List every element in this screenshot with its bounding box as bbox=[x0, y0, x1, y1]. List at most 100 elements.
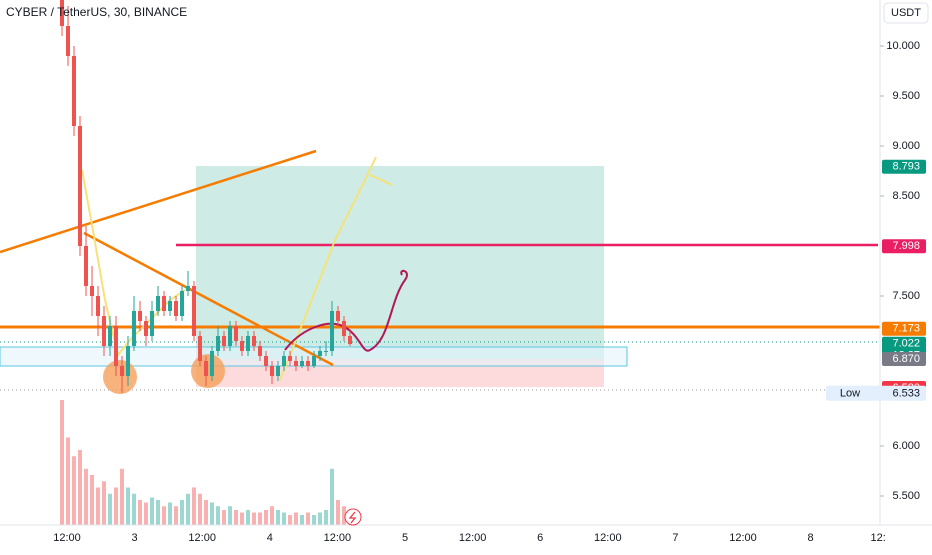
candle-body bbox=[114, 326, 118, 366]
volume-bar bbox=[234, 510, 238, 525]
candle-body bbox=[240, 341, 244, 351]
time-label: 5 bbox=[402, 532, 408, 544]
candle-body bbox=[288, 356, 292, 361]
time-label: 8 bbox=[808, 532, 814, 544]
volume-bar bbox=[270, 506, 274, 525]
time-label: 12:00 bbox=[53, 532, 81, 544]
volume-bar bbox=[156, 500, 160, 525]
volume-bar bbox=[150, 497, 154, 525]
chart-title: CYBER / TetherUS, 30, BINANCE bbox=[6, 5, 187, 19]
time-label: 12:00 bbox=[459, 532, 487, 544]
y-tick-label: 7.500 bbox=[892, 290, 920, 302]
candle-body bbox=[174, 301, 178, 316]
volume-bar bbox=[84, 468, 88, 525]
candle-body bbox=[138, 311, 142, 321]
candle-body bbox=[120, 366, 124, 376]
candle-body bbox=[144, 321, 148, 336]
y-tick-label: 10.000 bbox=[886, 40, 920, 52]
candle-body bbox=[318, 351, 322, 356]
price-tag bbox=[882, 159, 926, 174]
price-tag-label: 7.173 bbox=[892, 323, 920, 335]
volume-bar bbox=[306, 512, 310, 525]
profit-zone bbox=[196, 166, 604, 359]
volume-bar bbox=[204, 500, 208, 525]
candle-body bbox=[258, 346, 262, 356]
volume-bar bbox=[72, 456, 76, 525]
volume-bar bbox=[96, 487, 100, 525]
volume-bar bbox=[60, 400, 64, 525]
sketch bbox=[279, 156, 393, 381]
volume-bar bbox=[186, 493, 190, 525]
volume-bar bbox=[294, 512, 298, 525]
price-tag-label: 8.793 bbox=[892, 161, 920, 173]
volume-bar bbox=[90, 475, 94, 525]
volume-bar bbox=[228, 506, 232, 525]
time-label: 12: bbox=[871, 532, 886, 544]
candle-body bbox=[300, 361, 304, 366]
candle-body bbox=[228, 326, 232, 346]
time-label: 12:00 bbox=[729, 532, 757, 544]
time-label: 3 bbox=[132, 532, 138, 544]
volume-bar bbox=[66, 437, 70, 525]
y-tick-label: 9.000 bbox=[892, 140, 920, 152]
candle-body bbox=[162, 296, 166, 311]
volume-bar bbox=[300, 515, 304, 525]
candle-body bbox=[156, 296, 160, 311]
volume-bar bbox=[252, 512, 256, 525]
currency-label[interactable]: USDT bbox=[891, 7, 921, 19]
volume-bar bbox=[168, 502, 172, 525]
volume-bar bbox=[126, 487, 130, 525]
volume-bar bbox=[114, 487, 118, 525]
candle-body bbox=[348, 336, 352, 344]
low-name: Low bbox=[840, 388, 860, 400]
volume-bar bbox=[282, 512, 286, 525]
volume-bar bbox=[264, 510, 268, 525]
candle-body bbox=[72, 56, 76, 126]
volume-bar bbox=[78, 450, 82, 525]
volume-bar bbox=[138, 500, 142, 525]
price-tag bbox=[882, 239, 926, 254]
volume-bar bbox=[210, 502, 214, 525]
volume-bar bbox=[162, 506, 166, 525]
sketch bbox=[284, 269, 408, 352]
candle-body bbox=[276, 366, 280, 376]
candle-body bbox=[102, 316, 106, 346]
candle-body bbox=[90, 286, 94, 296]
volume-bar bbox=[258, 512, 262, 525]
candle-body bbox=[342, 321, 346, 336]
marker-circle bbox=[103, 360, 137, 394]
candle-body bbox=[168, 301, 172, 311]
candle-body bbox=[96, 296, 100, 316]
volume-bar bbox=[318, 512, 322, 525]
time-label: 12:00 bbox=[324, 532, 352, 544]
candle-body bbox=[312, 356, 316, 366]
candle-body bbox=[132, 311, 136, 346]
volume-bar bbox=[192, 487, 196, 525]
volume-bar bbox=[240, 512, 244, 525]
volume-bar bbox=[144, 502, 148, 525]
volume-bar bbox=[312, 515, 316, 525]
price-tag-label: 7.022 bbox=[892, 338, 920, 350]
candle-body bbox=[150, 311, 154, 336]
time-label: 12:00 bbox=[594, 532, 622, 544]
volume-bar bbox=[222, 510, 226, 525]
currency-button[interactable] bbox=[883, 2, 929, 24]
price-tag-label: 7.998 bbox=[892, 240, 920, 252]
candle-body bbox=[270, 366, 274, 376]
volume-bar bbox=[132, 493, 136, 525]
volume-bar bbox=[336, 500, 340, 525]
candle-body bbox=[306, 361, 310, 366]
candle-body bbox=[330, 311, 334, 351]
candle-body bbox=[294, 361, 298, 366]
candle-body bbox=[198, 336, 202, 361]
candle-body bbox=[216, 336, 220, 351]
drawings bbox=[0, 149, 880, 394]
volume-bar bbox=[324, 510, 328, 525]
volume-bar bbox=[246, 510, 250, 525]
event-icon[interactable] bbox=[344, 508, 362, 526]
volume-bar bbox=[120, 468, 124, 525]
volume-bar bbox=[276, 510, 280, 525]
volume-bar bbox=[180, 500, 184, 525]
